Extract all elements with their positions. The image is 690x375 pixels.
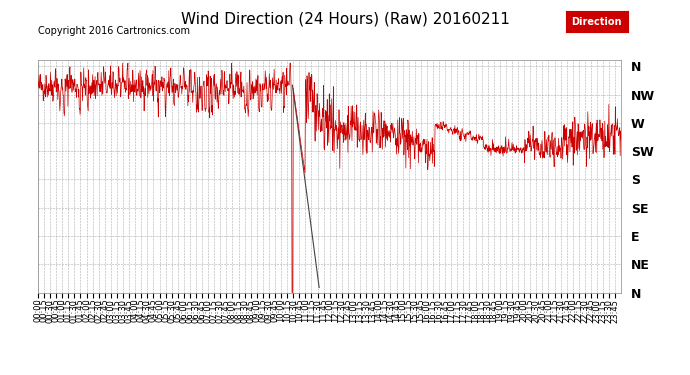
Text: Copyright 2016 Cartronics.com: Copyright 2016 Cartronics.com [38, 26, 190, 36]
Text: Direction: Direction [571, 16, 622, 27]
Text: Wind Direction (24 Hours) (Raw) 20160211: Wind Direction (24 Hours) (Raw) 20160211 [181, 11, 509, 26]
